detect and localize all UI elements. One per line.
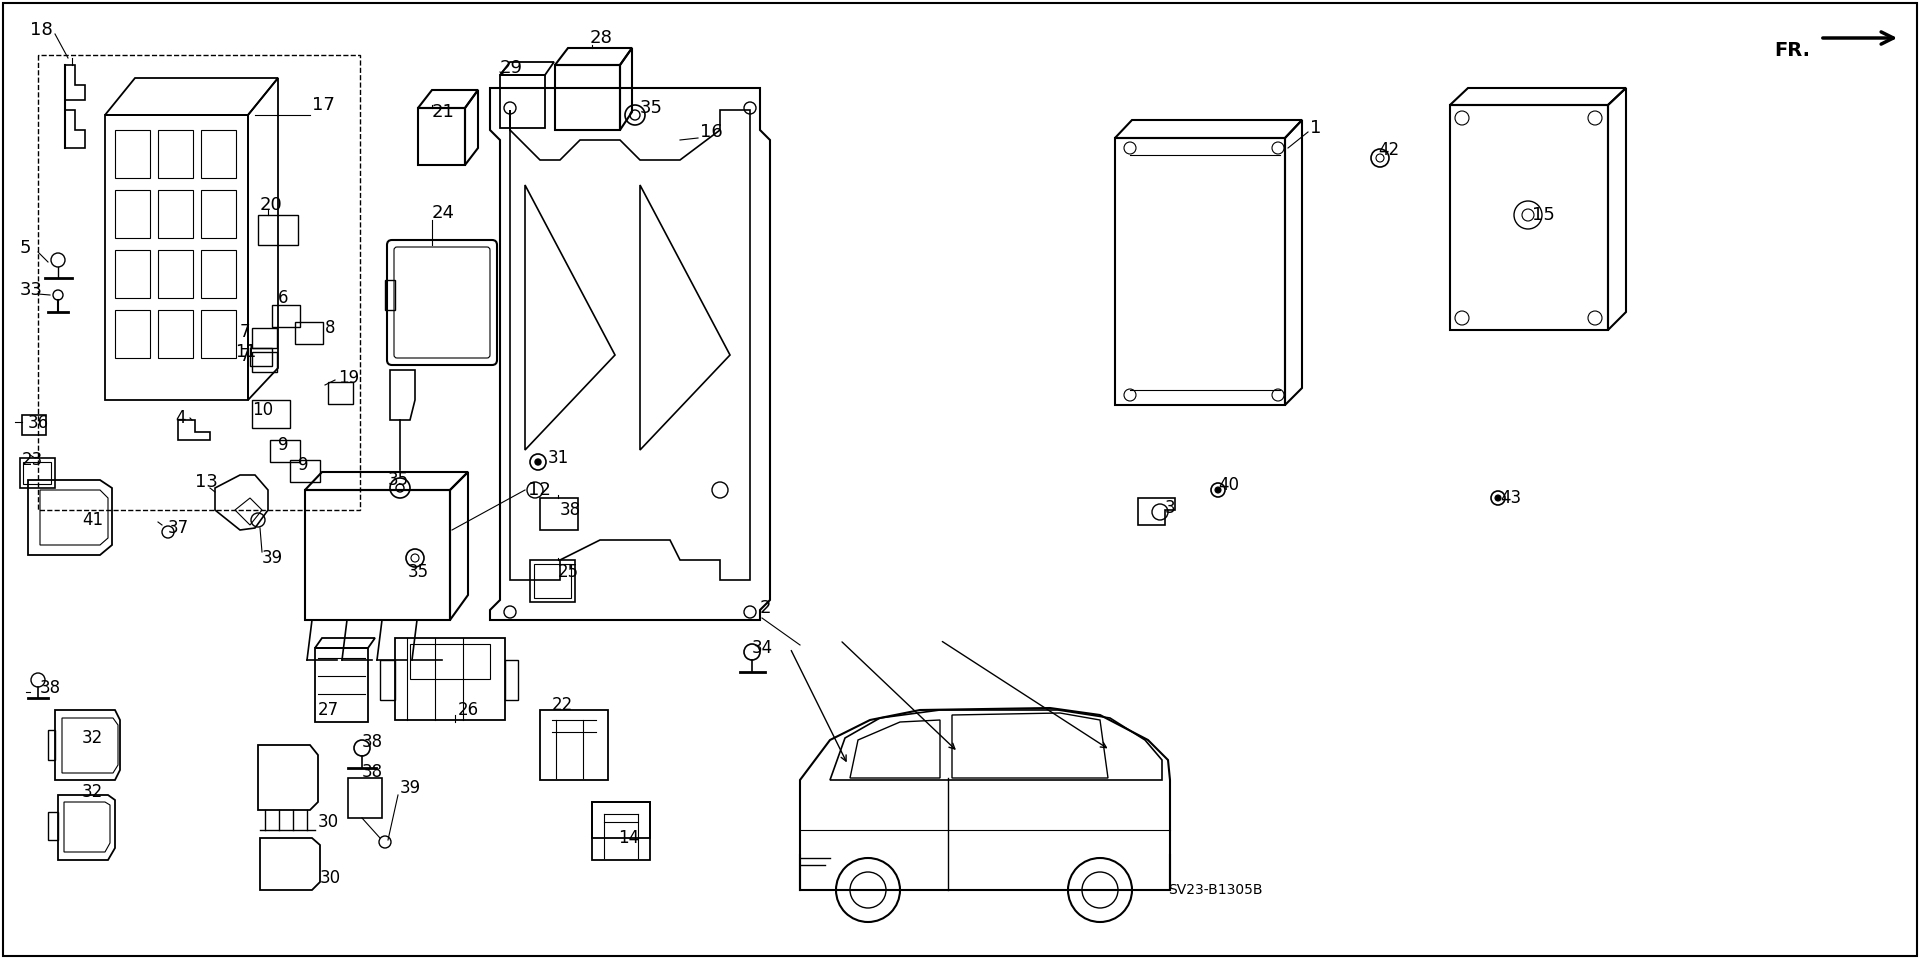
Text: 18: 18 [31,21,52,39]
Text: 20: 20 [259,196,282,214]
Bar [252,400,290,428]
Text: 8: 8 [324,319,336,337]
Text: 7: 7 [240,323,250,341]
Text: FR.: FR. [1774,40,1811,59]
Bar [591,802,651,860]
Text: 42: 42 [1379,141,1400,159]
Text: 9: 9 [278,436,288,454]
Text: 35: 35 [388,471,409,489]
Text: 35: 35 [407,563,430,581]
Text: 32: 32 [83,729,104,747]
Bar [252,328,276,348]
Text: 19: 19 [338,369,359,387]
Text: 1: 1 [1309,119,1321,137]
Text: 30: 30 [321,869,342,887]
Bar [534,564,570,598]
Bar [296,322,323,344]
Bar [252,352,276,372]
Text: 30: 30 [319,813,340,831]
Bar [396,638,505,720]
Text: 22: 22 [553,696,574,714]
Text: 27: 27 [319,701,340,719]
Bar [290,460,321,482]
Text: 37: 37 [169,519,190,537]
Bar [411,644,490,679]
Text: 15: 15 [1532,206,1555,224]
Text: 5: 5 [19,239,31,257]
Text: 17: 17 [311,96,334,114]
Text: 40: 40 [1217,476,1238,494]
Bar [273,305,300,327]
Text: 39: 39 [261,549,282,567]
Text: 28: 28 [589,29,612,47]
Text: 36: 36 [29,414,50,432]
Circle shape [1215,487,1221,493]
Text: 41: 41 [83,511,104,529]
Text: 38: 38 [40,679,61,697]
Text: 11: 11 [234,343,255,361]
Bar [271,440,300,462]
Text: 34: 34 [753,639,774,657]
Text: 35: 35 [639,99,662,117]
Bar [257,215,298,245]
Text: 3: 3 [1165,499,1175,517]
Text: 7: 7 [240,347,250,365]
Text: 4: 4 [175,409,186,427]
Text: 29: 29 [499,59,522,77]
Text: 21: 21 [432,103,455,121]
Text: 43: 43 [1500,489,1521,507]
Bar [540,710,609,780]
Text: 23: 23 [21,451,44,469]
Bar [21,415,46,435]
Bar [250,348,273,366]
Text: 39: 39 [399,779,420,797]
Text: 38: 38 [561,501,582,519]
Bar [530,560,574,602]
Text: 26: 26 [459,701,480,719]
Text: 10: 10 [252,401,273,419]
Bar [23,462,52,484]
Text: 33: 33 [19,281,42,299]
Text: 31: 31 [547,449,568,467]
Text: 13: 13 [196,473,217,491]
Text: 25: 25 [559,563,580,581]
Text: 32: 32 [83,783,104,801]
Text: SV23-B1305B: SV23-B1305B [1167,883,1263,897]
Text: 38: 38 [363,763,384,781]
Bar [328,382,353,404]
Text: 24: 24 [432,204,455,222]
Text: 38: 38 [363,733,384,751]
Bar [540,498,578,530]
Text: 9: 9 [298,456,309,474]
Bar [19,458,56,488]
Text: 6: 6 [278,289,288,307]
Circle shape [536,459,541,465]
Text: 2: 2 [760,599,772,617]
Circle shape [1496,495,1501,501]
Text: 12: 12 [528,481,551,499]
Text: 16: 16 [701,123,722,141]
Text: 14: 14 [618,829,639,847]
